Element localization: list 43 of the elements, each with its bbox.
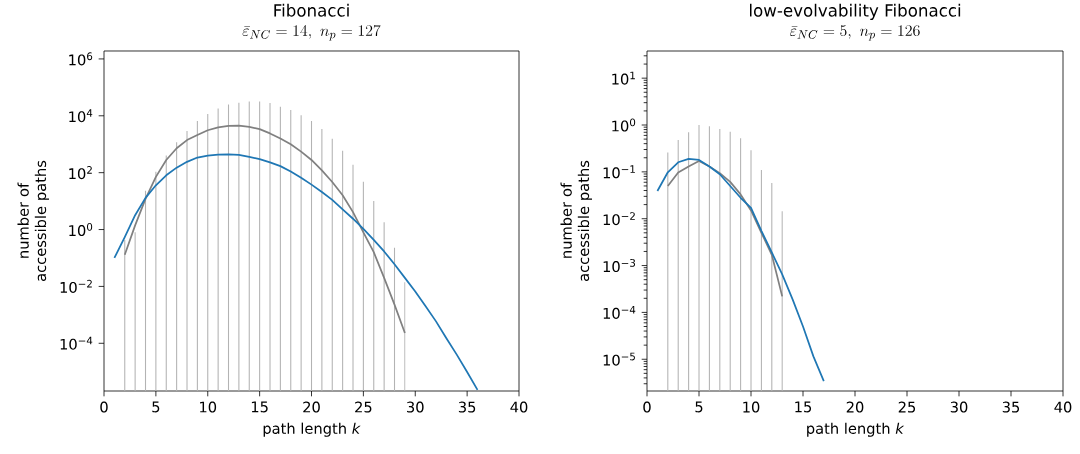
y-tick-label: 10$^{0}$ xyxy=(612,118,636,132)
x-tick-label: 5 xyxy=(152,401,160,413)
x-tick-label: 5 xyxy=(695,401,703,413)
x-tick-label: 0 xyxy=(100,401,108,413)
y-axis-title: number of accessible paths xyxy=(17,160,50,282)
line-series xyxy=(656,157,825,383)
y-tick-label: 10$^{6}$ xyxy=(69,52,93,66)
x-tick-label: 15 xyxy=(795,401,812,413)
chart-subtitle: $\bar{\varepsilon}_{NC} = 14,\ n_{p} = 127$ xyxy=(242,24,381,41)
x-axis-title: path length k xyxy=(807,422,905,437)
line-series xyxy=(113,153,479,391)
chart-title: low-evolvability Fibonacci xyxy=(749,3,961,20)
y-tick-label: 10$^{−5}$ xyxy=(603,352,635,366)
x-tick-label: 20 xyxy=(303,401,320,413)
chart-subtitle: $\bar{\varepsilon}_{NC} = 5,\ n_{p} = 126$ xyxy=(790,25,920,41)
x-tick-label: 25 xyxy=(898,401,916,413)
y-tick-label: 10$^{−2}$ xyxy=(603,212,635,226)
x-tick-label: 35 xyxy=(1002,401,1020,413)
chart-title: Fibonacci xyxy=(274,3,349,17)
y-axis-title: number of accessible paths xyxy=(560,160,593,282)
y-tick-label: 10$^{2}$ xyxy=(69,166,92,180)
x-tick-label: 40 xyxy=(510,401,528,413)
y-tick-label: 10$^{4}$ xyxy=(69,109,93,123)
x-tick-label: 10 xyxy=(743,401,760,413)
x-tick-label: 15 xyxy=(251,401,268,413)
y-tick-label: 10$^{−4}$ xyxy=(60,336,93,350)
x-tick-label: 20 xyxy=(846,401,864,413)
x-axis-title: path length k xyxy=(263,422,361,437)
x-tick-label: 25 xyxy=(355,401,372,413)
y-tick-label: 10$^{0}$ xyxy=(69,222,93,237)
x-tick-label: 35 xyxy=(458,401,476,413)
line-series xyxy=(123,124,406,334)
x-tick-label: 40 xyxy=(1054,401,1072,413)
y-tick-label: 10$^{1}$ xyxy=(612,71,635,85)
x-tick-label: 10 xyxy=(200,401,217,413)
y-tick-label: 10$^{−3}$ xyxy=(603,259,636,273)
y-tick-label: 10$^{−4}$ xyxy=(603,305,636,319)
y-tick-label: 10$^{−2}$ xyxy=(60,279,92,293)
y-tick-label: 10$^{−1}$ xyxy=(603,165,635,179)
x-tick-label: 30 xyxy=(950,401,968,413)
line-series xyxy=(666,160,784,298)
x-tick-label: 0 xyxy=(643,401,651,413)
x-tick-label: 30 xyxy=(407,401,424,413)
